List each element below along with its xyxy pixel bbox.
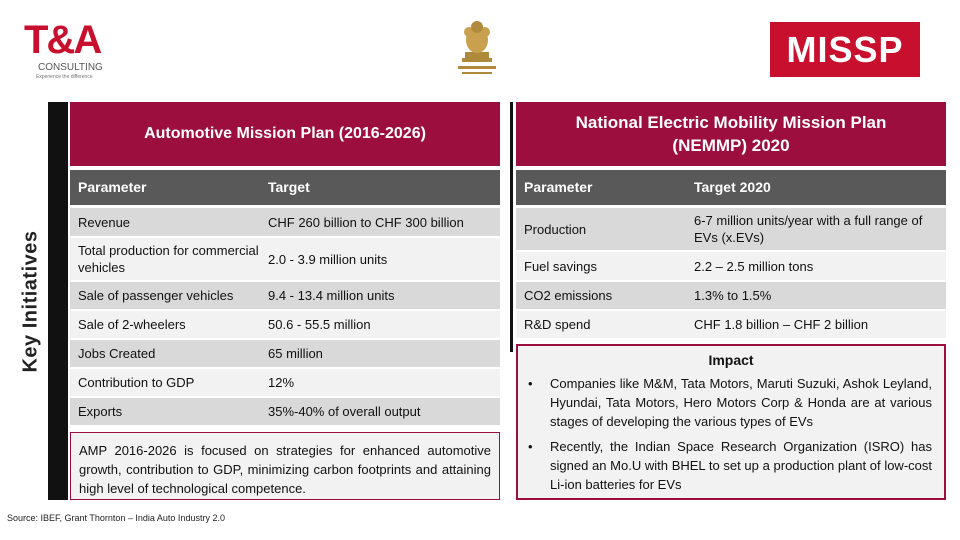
table-row: Sale of 2-wheelers 50.6 - 55.5 million	[70, 311, 500, 338]
nemmp-target-cell: 2.2 – 2.5 million tons	[686, 252, 946, 280]
nemmp-param-cell: Production	[516, 208, 686, 250]
source-note: Source: IBEF, Grant Thornton – India Aut…	[7, 513, 225, 523]
side-label-text: Key Initiatives	[19, 229, 42, 373]
table-row: Exports 35%-40% of overall output	[70, 398, 500, 425]
bullet-dot-icon: •	[528, 376, 533, 391]
nemmp-target-cell: 6-7 million units/year with a full range…	[686, 208, 946, 250]
nemmp-header-parameter: Parameter	[516, 170, 686, 205]
side-label-background	[20, 102, 48, 500]
nemmp-title: National Electric Mobility Mission Plan …	[516, 102, 946, 166]
impact-bullet: • Companies like M&M, Tata Motors, Marut…	[528, 374, 932, 431]
nemmp-param-cell: CO2 emissions	[516, 282, 686, 309]
nemmp-target-cell: 1.3% to 1.5%	[686, 282, 946, 309]
amp-param-cell: Contribution to GDP	[70, 369, 260, 396]
amp-target-cell: 50.6 - 55.5 million	[260, 311, 500, 338]
amp-title: Automotive Mission Plan (2016-2026)	[70, 102, 500, 166]
table-row: Production 6-7 million units/year with a…	[516, 208, 946, 250]
ta-consulting-logo: T&A CONSULTING Experience the difference	[22, 18, 122, 80]
nemmp-param-cell: R&D spend	[516, 311, 686, 338]
table-row: Sale of passenger vehicles 9.4 - 13.4 mi…	[70, 282, 500, 309]
impact-bullet: • Recently, the Indian Space Research Or…	[528, 437, 932, 494]
side-label: Key Initiatives	[20, 102, 42, 500]
impact-bullet-text: Recently, the Indian Space Research Orga…	[550, 439, 932, 492]
amp-param-cell: Total production for commercial vehicles	[70, 238, 260, 280]
ta-logo-tagline: Experience the difference	[36, 74, 93, 80]
nemmp-title-text: National Electric Mobility Mission Plan …	[575, 113, 887, 155]
nemmp-header-target: Target 2020	[686, 170, 946, 205]
impact-box: Impact • Companies like M&M, Tata Motors…	[516, 344, 946, 500]
amp-header-row: Parameter Target	[70, 170, 500, 205]
amp-target-cell: 2.0 - 3.9 million units	[260, 238, 500, 280]
amp-header-target: Target	[260, 170, 500, 205]
ta-logo-text: T&A	[24, 18, 102, 62]
impact-title: Impact	[708, 352, 754, 368]
table-row: Jobs Created 65 million	[70, 340, 500, 367]
amp-target-cell: 12%	[260, 369, 500, 396]
national-emblem-icon	[442, 12, 512, 78]
amp-param-cell: Jobs Created	[70, 340, 260, 367]
amp-header-parameter: Parameter	[70, 170, 260, 205]
amp-title-text: Automotive Mission Plan (2016-2026)	[144, 125, 426, 142]
amp-param-cell: Sale of passenger vehicles	[70, 282, 260, 309]
amp-target-cell: 65 million	[260, 340, 500, 367]
amp-note: AMP 2016-2026 is focused on strategies f…	[70, 432, 500, 500]
table-row: Contribution to GDP 12%	[70, 369, 500, 396]
nemmp-header-row: Parameter Target 2020	[516, 170, 946, 205]
amp-target-cell: 9.4 - 13.4 million units	[260, 282, 500, 309]
amp-table: Parameter Target Revenue CHF 260 billion…	[70, 170, 500, 425]
table-row: R&D spend CHF 1.8 billion – CHF 2 billio…	[516, 311, 946, 338]
amp-param-cell: Revenue	[70, 208, 260, 236]
table-row: Total production for commercial vehicles…	[70, 238, 500, 280]
nemmp-param-cell: Fuel savings	[516, 252, 686, 280]
amp-target-cell: 35%-40% of overall output	[260, 398, 500, 425]
amp-param-cell: Sale of 2-wheelers	[70, 311, 260, 338]
impact-bullet-text: Companies like M&M, Tata Motors, Maruti …	[550, 376, 932, 429]
table-row: Revenue CHF 260 billion to CHF 300 billi…	[70, 208, 500, 236]
missp-logo: MISSP	[770, 22, 920, 77]
amp-target-cell: CHF 260 billion to CHF 300 billion	[260, 208, 500, 236]
column-divider	[510, 102, 513, 352]
ta-logo-subtitle: CONSULTING	[38, 62, 103, 73]
table-row: Fuel savings 2.2 – 2.5 million tons	[516, 252, 946, 280]
nemmp-target-cell: CHF 1.8 billion – CHF 2 billion	[686, 311, 946, 338]
amp-param-cell: Exports	[70, 398, 260, 425]
nemmp-table: Parameter Target 2020 Production 6-7 mil…	[516, 170, 946, 338]
table-row: CO2 emissions 1.3% to 1.5%	[516, 282, 946, 309]
bullet-dot-icon: •	[528, 439, 533, 454]
